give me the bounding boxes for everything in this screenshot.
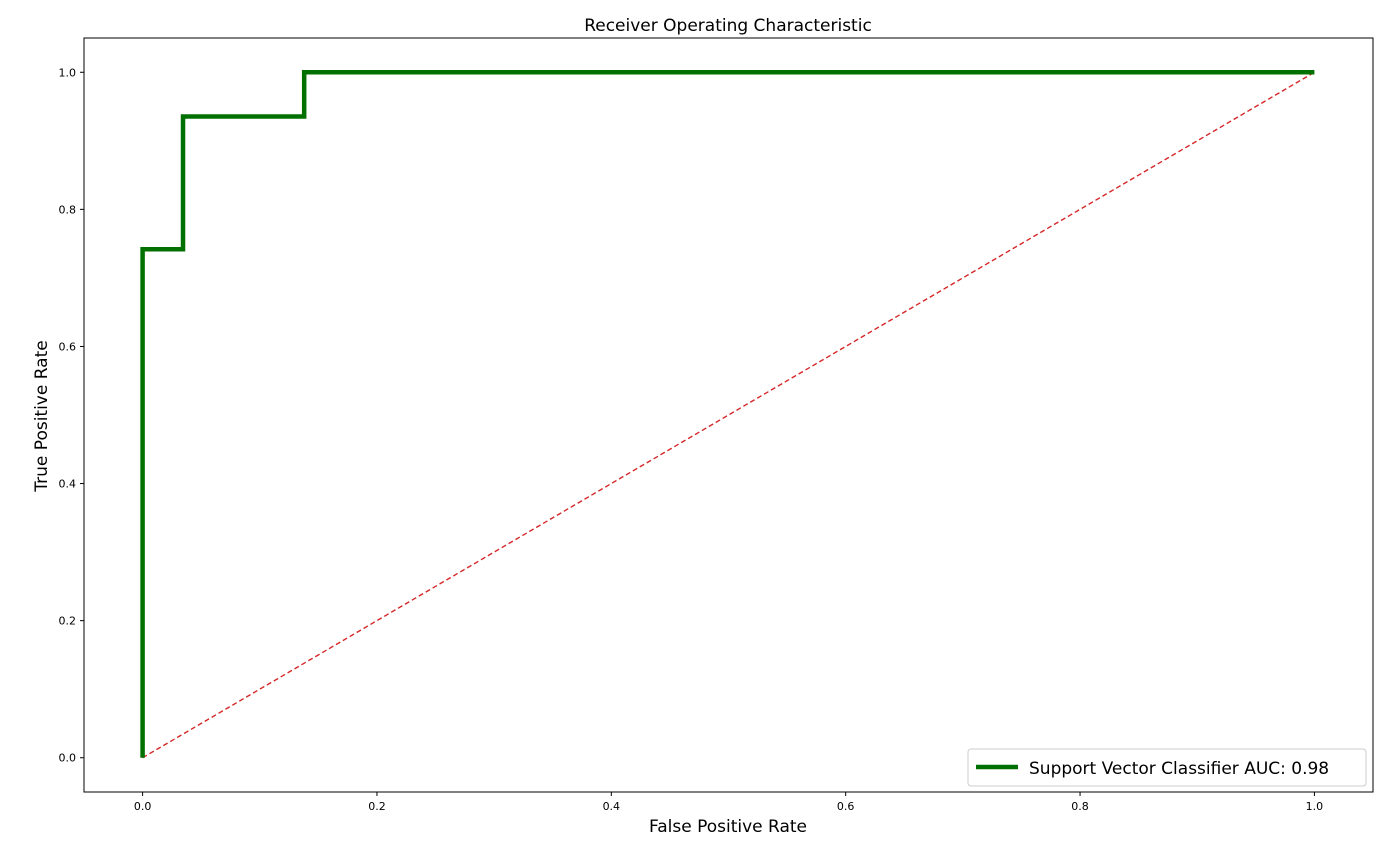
x-tick-label: 0.8 — [1071, 800, 1089, 813]
x-axis-ticks: 0.0 0.2 0.4 0.6 0.8 1.0 — [134, 792, 1323, 813]
x-tick-label: 0.2 — [368, 800, 386, 813]
series-layer — [140, 70, 1315, 759]
y-axis-ticks: 0.0 0.2 0.4 0.6 0.8 1.0 — [59, 66, 84, 765]
legend: Support Vector Classifier AUC: 0.98 — [967, 748, 1367, 787]
x-tick-label: 0.0 — [134, 800, 152, 813]
y-tick-label: 0.6 — [59, 340, 77, 353]
x-tick-label: 1.0 — [1306, 800, 1324, 813]
y-tick-label: 0.0 — [59, 752, 77, 765]
chance-line — [142, 71, 1315, 759]
y-tick-label: 1.0 — [59, 66, 77, 79]
y-tick-label: 0.2 — [59, 615, 77, 628]
y-tick-label: 0.8 — [59, 203, 77, 216]
chart-title: Receiver Operating Characteristic — [584, 16, 872, 36]
legend-label: Support Vector Classifier AUC: 0.98 — [1029, 759, 1329, 779]
y-axis-label: True Positive Rate — [32, 340, 52, 492]
x-axis-label: False Positive Rate — [649, 817, 807, 837]
roc-curve — [140, 70, 1315, 758]
legend-box — [967, 748, 1367, 787]
y-tick-label: 0.4 — [59, 478, 77, 491]
x-tick-label: 0.6 — [837, 800, 855, 813]
x-tick-label: 0.4 — [603, 800, 621, 813]
